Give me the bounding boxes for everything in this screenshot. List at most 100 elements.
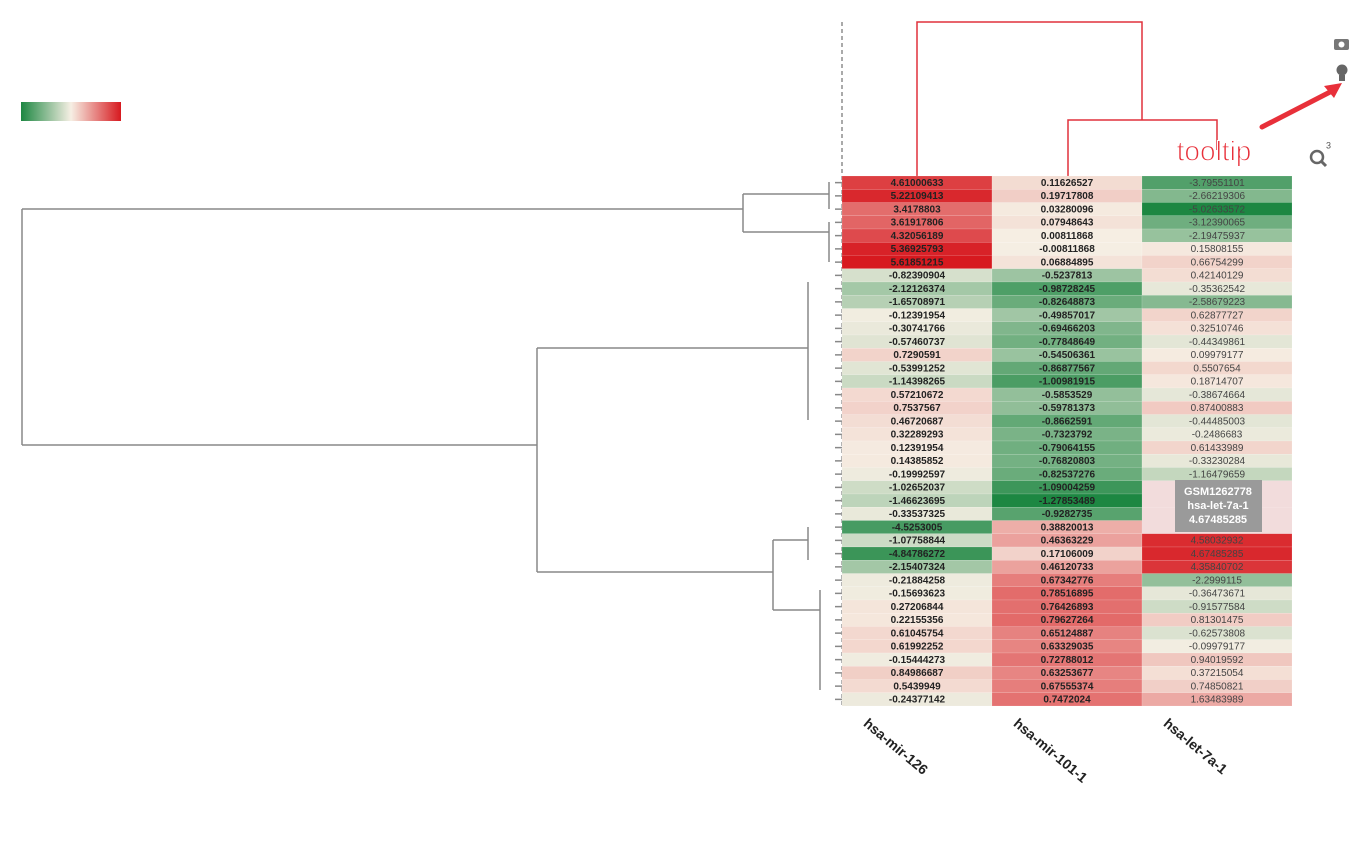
cell-label: 4.32056189 bbox=[891, 231, 944, 242]
cell-label: -0.19992597 bbox=[889, 469, 946, 480]
cell-label: -0.30741766 bbox=[889, 324, 946, 335]
cell-label: 0.00811868 bbox=[1041, 231, 1094, 242]
cell-label: -4.84786272 bbox=[889, 549, 946, 560]
cell-label: -2.12126374 bbox=[889, 284, 946, 295]
cell-label: 5.61851215 bbox=[891, 257, 944, 268]
cell-label: -2.66219306 bbox=[1189, 191, 1246, 202]
cell-label: -5.02633572 bbox=[1189, 204, 1246, 215]
cell-label: -0.35362542 bbox=[1189, 284, 1246, 295]
zoom-handle[interactable] bbox=[1319, 159, 1328, 168]
cell-label: 0.19717808 bbox=[1041, 191, 1094, 202]
cell-label: 3.61917806 bbox=[891, 218, 944, 229]
cell-label: 0.18714707 bbox=[1191, 377, 1244, 388]
annotation: tooltip bbox=[1177, 135, 1252, 166]
zoom-lens[interactable] bbox=[1309, 149, 1325, 165]
cell-label: 0.57210672 bbox=[891, 390, 944, 401]
column-label: hsa-let-7a-1 bbox=[1161, 715, 1231, 777]
cell-label: 0.32289293 bbox=[891, 430, 944, 441]
heatmap-cell bbox=[1141, 692, 1293, 707]
cell-label: -0.79064155 bbox=[1039, 443, 1096, 454]
cell-label: 0.03280096 bbox=[1041, 204, 1094, 215]
cell-label: -2.19475937 bbox=[1189, 231, 1246, 242]
cell-label: -0.12391954 bbox=[889, 310, 946, 321]
cell-label: 0.32510746 bbox=[1191, 324, 1244, 335]
cell-label: 0.12391954 bbox=[891, 443, 944, 454]
camera-icon[interactable] bbox=[1334, 39, 1349, 50]
cell-label: 0.84986687 bbox=[891, 668, 944, 679]
cell-label: 0.63253677 bbox=[1041, 668, 1094, 679]
cell-label: -2.58679223 bbox=[1189, 297, 1246, 308]
cell-label: 0.67342776 bbox=[1041, 575, 1094, 586]
cell-label: -2.2999115 bbox=[1192, 575, 1242, 586]
cell-label: 0.74850821 bbox=[1191, 681, 1244, 692]
cell-label: 0.61433989 bbox=[1191, 443, 1244, 454]
cell-label: 0.5507654 bbox=[1193, 363, 1241, 374]
cell-label: -1.65708971 bbox=[889, 297, 946, 308]
bulb-base[interactable] bbox=[1339, 75, 1345, 81]
cell-label: 0.78516895 bbox=[1041, 589, 1094, 600]
tooltip-column: hsa-let-7a-1 bbox=[1187, 500, 1248, 512]
cell-label: -0.57460737 bbox=[889, 337, 946, 348]
dendrogram-branches bbox=[21, 182, 830, 690]
cell-label: 0.87400883 bbox=[1191, 403, 1244, 414]
tooltip-box bbox=[1175, 480, 1262, 532]
cell-label: -1.00981915 bbox=[1039, 377, 1096, 388]
cell-label: -3.79551101 bbox=[1189, 178, 1245, 189]
cell-label: -0.7323792 bbox=[1042, 430, 1093, 441]
cell-label: 0.67555374 bbox=[1041, 681, 1094, 692]
cell-label: -1.09004259 bbox=[1039, 483, 1096, 494]
dendrogram-branches bbox=[916, 21, 1218, 176]
bulb[interactable] bbox=[1336, 64, 1348, 76]
cell-label: 1.63483989 bbox=[1191, 695, 1244, 706]
cell-label: -0.53991252 bbox=[889, 363, 946, 374]
cell-label: 0.38820013 bbox=[1041, 522, 1094, 533]
cell-label: 4.67485285 bbox=[1191, 549, 1244, 560]
cell-label: -1.27853489 bbox=[1039, 496, 1096, 507]
color-legend bbox=[21, 102, 121, 121]
zoom-icon[interactable]: 3 bbox=[1309, 140, 1331, 168]
cell-label: 0.11626527 bbox=[1041, 178, 1094, 189]
cell-label: 0.07948643 bbox=[1041, 218, 1094, 229]
cell-label: 0.65124887 bbox=[1041, 628, 1094, 639]
annotation-arrow bbox=[1259, 88, 1335, 130]
cell-label: -0.54506361 bbox=[1039, 350, 1096, 361]
cell-label: -0.82648873 bbox=[1039, 297, 1096, 308]
cell-label: 0.06884895 bbox=[1041, 257, 1094, 268]
cell-label: -0.38674664 bbox=[1189, 390, 1246, 401]
cell-label: 0.17106009 bbox=[1041, 549, 1094, 560]
cell-label: -0.49857017 bbox=[1039, 310, 1096, 321]
camera-lens[interactable] bbox=[1338, 41, 1345, 48]
cell-label: 0.27206844 bbox=[891, 602, 944, 613]
cell-label: 4.35840702 bbox=[1191, 562, 1244, 573]
cell-label: 0.46720687 bbox=[891, 416, 944, 427]
cell-label: -0.24377142 bbox=[889, 695, 946, 706]
cell-label: -0.9282735 bbox=[1042, 509, 1093, 520]
tooltip-value: 4.67485285 bbox=[1189, 514, 1247, 526]
cell-label: 0.14385852 bbox=[891, 456, 944, 467]
cell-label: -4.5253005 bbox=[892, 522, 943, 533]
tooltip-title: GSM1262778 bbox=[1184, 486, 1252, 498]
row-dendrogram bbox=[21, 181, 842, 701]
cell-label: -1.16479659 bbox=[1189, 469, 1246, 480]
cell-label: 0.81301475 bbox=[1191, 615, 1244, 626]
cell-label: 0.72788012 bbox=[1041, 655, 1094, 666]
cell-label: 0.22155356 bbox=[891, 615, 944, 626]
cell-label: -0.62573808 bbox=[1189, 628, 1246, 639]
cell-label: -0.5237813 bbox=[1042, 271, 1093, 282]
cell-label: 0.61045754 bbox=[891, 628, 944, 639]
cell-label: -0.00811868 bbox=[1039, 244, 1095, 255]
cell-label: 0.79627264 bbox=[1041, 615, 1094, 626]
cell-label: -0.59781373 bbox=[1039, 403, 1096, 414]
cell-label: 0.7472024 bbox=[1043, 695, 1091, 706]
cell-label: 0.62877727 bbox=[1191, 310, 1244, 321]
cell-label: -0.82537276 bbox=[1039, 469, 1096, 480]
bulb-icon[interactable] bbox=[1336, 64, 1348, 82]
zoom-badge: 3 bbox=[1326, 140, 1331, 150]
toolbar: 3 bbox=[1309, 39, 1349, 168]
cell-label: -2.15407324 bbox=[889, 562, 946, 573]
cell-label: 4.61000633 bbox=[891, 178, 944, 189]
cell-label: 5.22109413 bbox=[891, 191, 944, 202]
cell-label: -0.44349861 bbox=[1189, 337, 1246, 348]
cell-label: -1.02652037 bbox=[889, 483, 946, 494]
